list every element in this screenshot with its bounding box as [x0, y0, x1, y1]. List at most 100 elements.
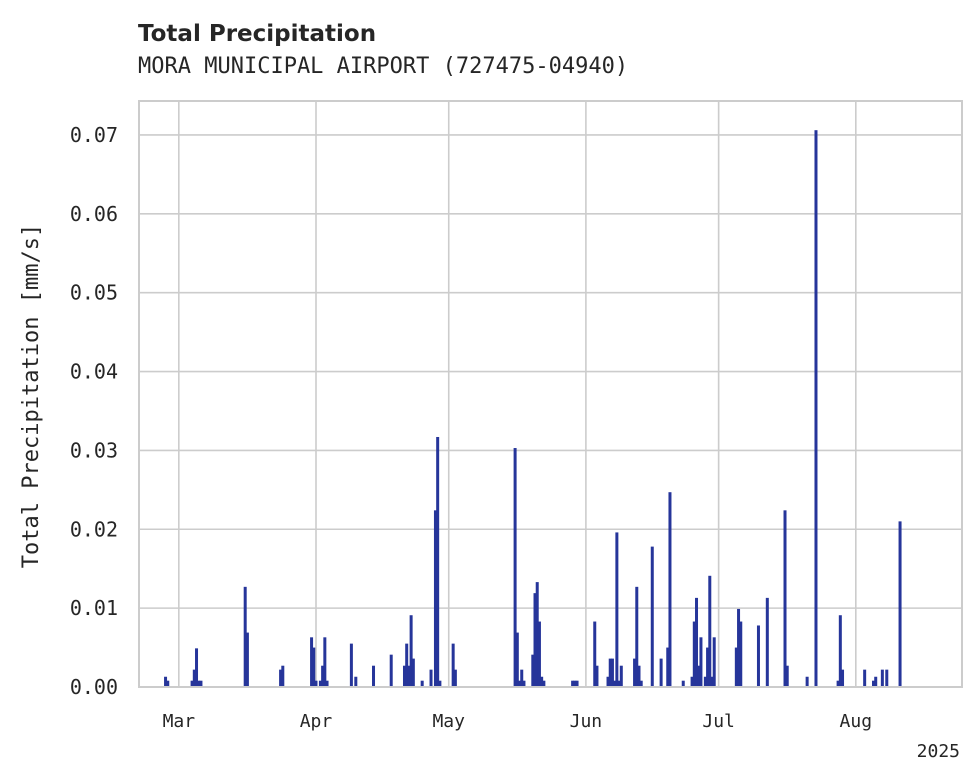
precip-bar: [199, 680, 203, 687]
precip-bar: [619, 665, 623, 687]
x-year-label: 2025: [917, 741, 960, 762]
precip-bar: [420, 680, 424, 687]
precip-bar: [573, 680, 577, 687]
precip-bar: [518, 680, 522, 687]
precip-bar: [533, 593, 537, 687]
precip-bar: [756, 625, 760, 687]
precip-bar: [192, 669, 196, 687]
precip-bar: [841, 669, 845, 687]
precip-bar: [323, 637, 327, 687]
precip-bar: [699, 637, 703, 687]
x-tick-label: Jul: [702, 711, 735, 732]
precip-bar: [411, 658, 415, 687]
precip-bar: [783, 510, 787, 687]
x-tick-label: Jun: [570, 711, 603, 732]
precip-bar: [520, 669, 524, 687]
chart-title: Total Precipitation: [138, 21, 376, 47]
precip-bar: [668, 492, 672, 687]
precip-bar: [535, 582, 539, 687]
precip-bar: [650, 546, 654, 687]
y-tick-label: 0.02: [70, 517, 118, 541]
precip-bar: [836, 680, 840, 687]
precip-bar: [613, 680, 617, 687]
precip-bar: [593, 621, 597, 687]
precip-bar: [310, 637, 314, 687]
precip-bar: [710, 676, 714, 687]
precip-bar: [318, 680, 322, 687]
precip-bar: [542, 680, 546, 687]
precip-bar: [522, 680, 526, 687]
precip-bar: [429, 669, 433, 687]
grid: [139, 101, 962, 688]
y-tick-label: 0.07: [70, 123, 118, 147]
precip-bar: [695, 597, 699, 687]
precip-bar: [880, 669, 884, 687]
precip-bar: [666, 647, 670, 687]
precip-bar: [885, 669, 889, 687]
y-axis-label: Total Precipitation [mm/s]: [19, 224, 44, 568]
precip-bar: [681, 680, 685, 687]
precip-bar: [571, 680, 575, 687]
precip-bar: [805, 676, 809, 687]
precip-bar: [615, 532, 619, 687]
precip-bar: [354, 676, 358, 687]
bars: [164, 130, 902, 687]
precip-bar: [195, 648, 199, 687]
precip-bar: [737, 608, 741, 687]
precip-bar: [433, 510, 437, 687]
precip-bar: [281, 665, 285, 687]
precip-bar: [739, 621, 743, 687]
precip-bar: [575, 680, 579, 687]
y-tick-label: 0.01: [70, 596, 118, 620]
precip-bar: [617, 680, 621, 687]
precip-bar: [610, 658, 614, 687]
x-tick-label: Aug: [840, 711, 873, 732]
y-tick-label: 0.06: [70, 202, 118, 226]
precip-bar: [438, 680, 442, 687]
precip-bar: [513, 448, 517, 687]
precip-bar: [453, 669, 457, 687]
precip-bar: [637, 665, 641, 687]
precip-bar: [372, 665, 376, 687]
precip-bar: [635, 586, 639, 687]
precip-bar: [537, 621, 541, 687]
y-tick-label: 0.00: [70, 675, 118, 699]
precip-bar: [314, 680, 318, 687]
plot-frame: [138, 100, 963, 688]
precip-bar: [606, 676, 610, 687]
precip-bar: [515, 632, 519, 687]
y-tick-labels: 0.00 0.01 0.02 0.03 0.04 0.05 0.06 0.07: [70, 123, 118, 699]
precip-bar: [389, 654, 393, 687]
precip-bar: [608, 658, 612, 687]
precip-bar: [402, 665, 406, 687]
precip-bar: [312, 647, 316, 687]
x-tick-label: Mar: [163, 711, 196, 732]
precip-bar: [243, 586, 247, 687]
precip-bar: [874, 676, 878, 687]
precip-bar: [838, 615, 842, 687]
precip-bar: [898, 521, 902, 687]
x-tick-labels: Mar Apr May Jun Jul Aug: [163, 711, 872, 732]
y-tick-label: 0.05: [70, 281, 118, 305]
precip-bar: [190, 680, 194, 687]
precip-bar: [703, 676, 707, 687]
precip-bar: [321, 665, 325, 687]
precip-bar: [407, 665, 411, 687]
precip-bar: [690, 676, 694, 687]
precip-bar: [814, 130, 818, 687]
precip-bar: [451, 643, 455, 687]
precip-bar: [409, 615, 413, 687]
precip-bar: [245, 632, 249, 687]
x-tick-label: May: [432, 711, 465, 732]
precip-bar: [595, 665, 599, 687]
x-tick-label: Apr: [300, 711, 333, 732]
precip-bar: [349, 643, 353, 687]
precip-bar: [785, 665, 789, 687]
precip-bar: [659, 658, 663, 687]
precip-bar: [765, 597, 769, 687]
precip-bar: [872, 680, 876, 687]
precip-bar: [531, 654, 535, 687]
precip-bar: [712, 637, 716, 687]
precip-bar: [325, 680, 329, 687]
